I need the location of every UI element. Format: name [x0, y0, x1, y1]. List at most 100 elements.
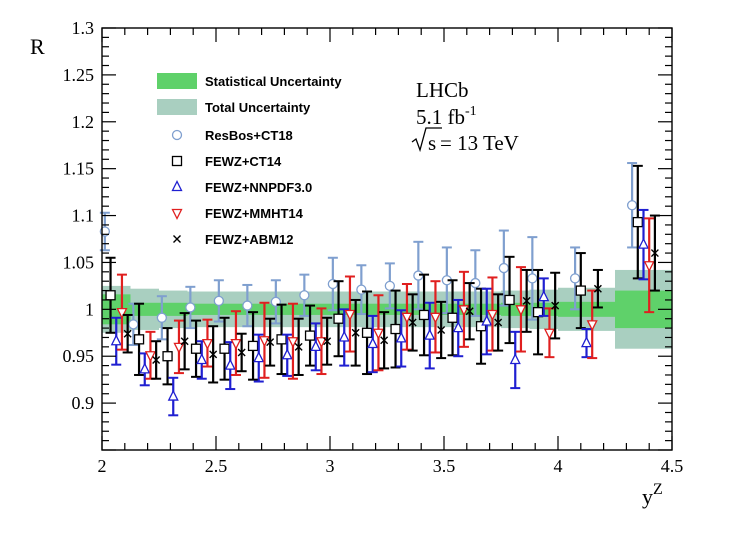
x-axis-title: yZ [642, 481, 663, 509]
data-point [569, 273, 581, 284]
legend-marker [171, 208, 183, 220]
data-point [116, 307, 128, 320]
data-point [551, 301, 560, 310]
experiment-label: LHCb [416, 78, 469, 102]
x-tick-label: 3.5 [433, 456, 456, 476]
data-point [128, 319, 139, 330]
data-point [361, 327, 373, 338]
data-point [167, 389, 179, 401]
data-point [390, 323, 401, 335]
stat-band-bin [244, 303, 273, 315]
data-point [133, 334, 145, 345]
data-point [575, 285, 586, 296]
data-point [196, 353, 208, 365]
data-point [643, 261, 655, 273]
data-point [185, 302, 196, 313]
y-tick-label: 1.3 [72, 18, 95, 38]
data-point [242, 300, 253, 311]
data-point [475, 321, 487, 332]
data-point [356, 284, 367, 295]
data-point [650, 249, 659, 258]
data-point [626, 200, 638, 211]
data-point [315, 337, 328, 349]
data-point [395, 331, 407, 343]
x-tick-label: 4.5 [661, 456, 684, 476]
y-tick-label: 1.15 [63, 159, 95, 179]
data-point [447, 312, 458, 323]
axis-ticks: 2 2.5 3 3.5 4 4.5 0.9 0.95 1 1.05 1.1 1.15 1.2 1.25 1.… [63, 18, 684, 476]
data-point [123, 329, 132, 338]
data-point [408, 318, 417, 327]
data-point [532, 306, 544, 318]
data-point [351, 328, 360, 337]
luminosity-label: 5.1 fb-1 [416, 104, 477, 129]
series-fewz-nnpdf3-0 [110, 208, 650, 417]
data-point [219, 343, 230, 354]
data-point [224, 358, 236, 370]
x-tick-label: 3 [326, 456, 335, 476]
series-fewz-abm12 [122, 214, 660, 384]
data-point [481, 314, 493, 326]
legend-series-label: FEWZ+NNPDF3.0 [205, 180, 312, 195]
legend: Statistical Uncertainty Total Uncertainty… [157, 73, 342, 247]
data-point [213, 295, 225, 307]
y-tick-label: 1.25 [63, 65, 95, 85]
x-tick-label: 4 [554, 456, 563, 476]
data-point [333, 313, 344, 324]
data-series [99, 162, 660, 417]
data-point [367, 337, 379, 349]
x-tick-label: 2 [98, 456, 107, 476]
data-point [110, 334, 122, 346]
data-point [452, 321, 464, 333]
data-point [144, 351, 157, 363]
data-point [230, 338, 242, 351]
data-point [372, 328, 385, 340]
y-tick-label: 1.05 [63, 252, 95, 272]
data-point [586, 320, 598, 332]
sqrt-sign-icon [411, 127, 442, 153]
data-point [253, 351, 265, 363]
data-point [527, 273, 538, 284]
legend-series-label: ResBos+CT18 [205, 128, 293, 143]
legend-series-label: FEWZ+ABM12 [205, 232, 293, 247]
energy-value: = 13 TeV [440, 131, 519, 155]
experiment-annotation: LHCb 5.1 fb-1 s = 13 TeV [411, 78, 519, 155]
data-point [380, 336, 389, 345]
data-point [465, 307, 474, 316]
data-point [538, 290, 550, 302]
y-tick-label: 1.2 [72, 112, 95, 132]
data-point [543, 328, 556, 340]
stat-band-bin [558, 301, 615, 317]
data-point [429, 312, 442, 324]
data-point [504, 294, 515, 306]
y-tick-label: 0.95 [63, 346, 95, 366]
data-point [180, 337, 189, 346]
legend-marker [171, 180, 183, 192]
data-point [201, 338, 214, 351]
data-point [276, 334, 287, 345]
data-point [281, 348, 293, 360]
data-point [509, 353, 521, 365]
data-point [266, 338, 275, 347]
x-axis-title-sup: Z [653, 481, 663, 498]
data-point [323, 337, 332, 346]
legend-marker [171, 155, 183, 167]
stat-band-bin [130, 302, 159, 316]
stat-band-bin [301, 303, 330, 315]
legend-series-label: FEWZ+MMHT14 [205, 206, 304, 221]
data-point [637, 237, 650, 249]
luminosity-value: 5.1 fb [416, 105, 465, 129]
x-tick-label: 2.5 [205, 456, 228, 476]
legend-marker [173, 235, 181, 243]
data-point [522, 296, 531, 305]
data-point [287, 337, 299, 349]
y-tick-label: 1.1 [72, 206, 95, 226]
data-point [424, 328, 436, 340]
data-point [294, 342, 303, 351]
energy-label: s = 13 TeV [411, 127, 519, 155]
data-point [152, 355, 161, 364]
stat-band-bin [358, 303, 387, 315]
data-point [515, 305, 527, 317]
data-point [304, 330, 316, 341]
data-point [156, 312, 168, 323]
